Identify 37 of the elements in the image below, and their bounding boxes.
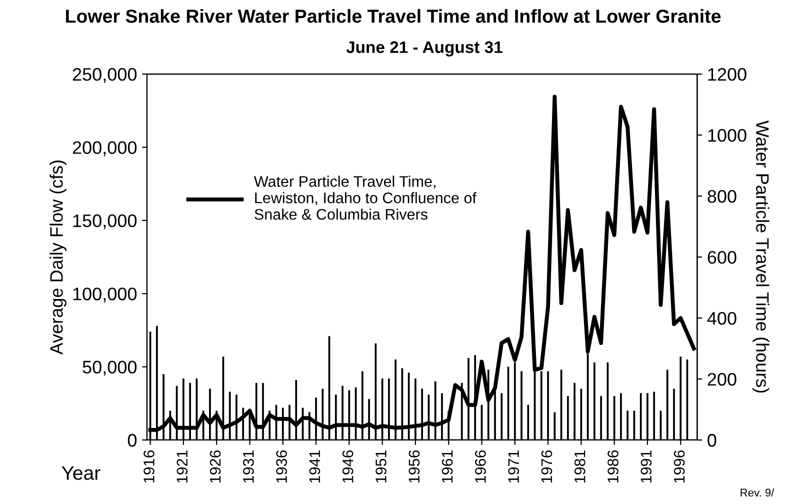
y2-tick-label: 1000 xyxy=(708,129,746,142)
y2-tick-label: 200 xyxy=(708,372,736,386)
y-tick-label: 200,000 xyxy=(72,141,137,156)
y-tick-label: 100,000 xyxy=(73,288,137,302)
x-tick-label: 1961 xyxy=(442,450,453,483)
y2-tick-label: 400 xyxy=(707,312,736,325)
x-tick-label: 1966 xyxy=(475,450,486,483)
y-tick-label: 50,000 xyxy=(82,360,137,376)
x-tick-label: 1991 xyxy=(640,450,652,483)
x-tick-label: 1946 xyxy=(342,450,354,483)
y-tick-label: 150,000 xyxy=(73,214,137,230)
x-axis-title: Year xyxy=(62,466,100,480)
x-tick-label: 1916 xyxy=(144,450,154,483)
x-tick-label: 1931 xyxy=(243,450,254,483)
y2-tick-label: 1200 xyxy=(708,68,746,81)
text: Rev. 9/ xyxy=(740,488,774,497)
x-tick-label: 1971 xyxy=(508,450,519,483)
y2-axis-title: Water Particle Travel Time (hours) xyxy=(752,120,770,393)
y-axis-title: Average Daily Flow (cfs) xyxy=(50,160,66,355)
chart-title: Lower Snake River Water Particle Travel Time and Inflow at Lower Granite xyxy=(66,9,721,23)
y2-tick-label: 600 xyxy=(708,250,736,264)
y-tick-label: 250,000 xyxy=(72,68,137,83)
x-tick-label: 1941 xyxy=(309,450,320,483)
x-tick-label: 1986 xyxy=(608,450,618,483)
x-tick-label: 1981 xyxy=(574,450,586,483)
x-tick-label: 1956 xyxy=(408,450,420,483)
y-tick-label: 0 xyxy=(128,434,137,447)
x-tick-label: 1926 xyxy=(210,450,221,483)
x-tick-label: 1951 xyxy=(376,450,386,483)
legend-label: Water Particle Travel Time, Lewiston, Idaho to Confluence of Snake & Columbia Rivers xyxy=(254,176,476,220)
x-tick-label: 1936 xyxy=(276,450,287,483)
x-tick-label: 1996 xyxy=(674,450,685,483)
x-tick-label: 1921 xyxy=(176,450,188,483)
x-tick-label: 1976 xyxy=(541,450,552,483)
y2-tick-label: 800 xyxy=(708,190,736,203)
chart-subtitle: June 21 - August 31 xyxy=(346,41,502,56)
y2-tick-label: 0 xyxy=(708,434,716,447)
